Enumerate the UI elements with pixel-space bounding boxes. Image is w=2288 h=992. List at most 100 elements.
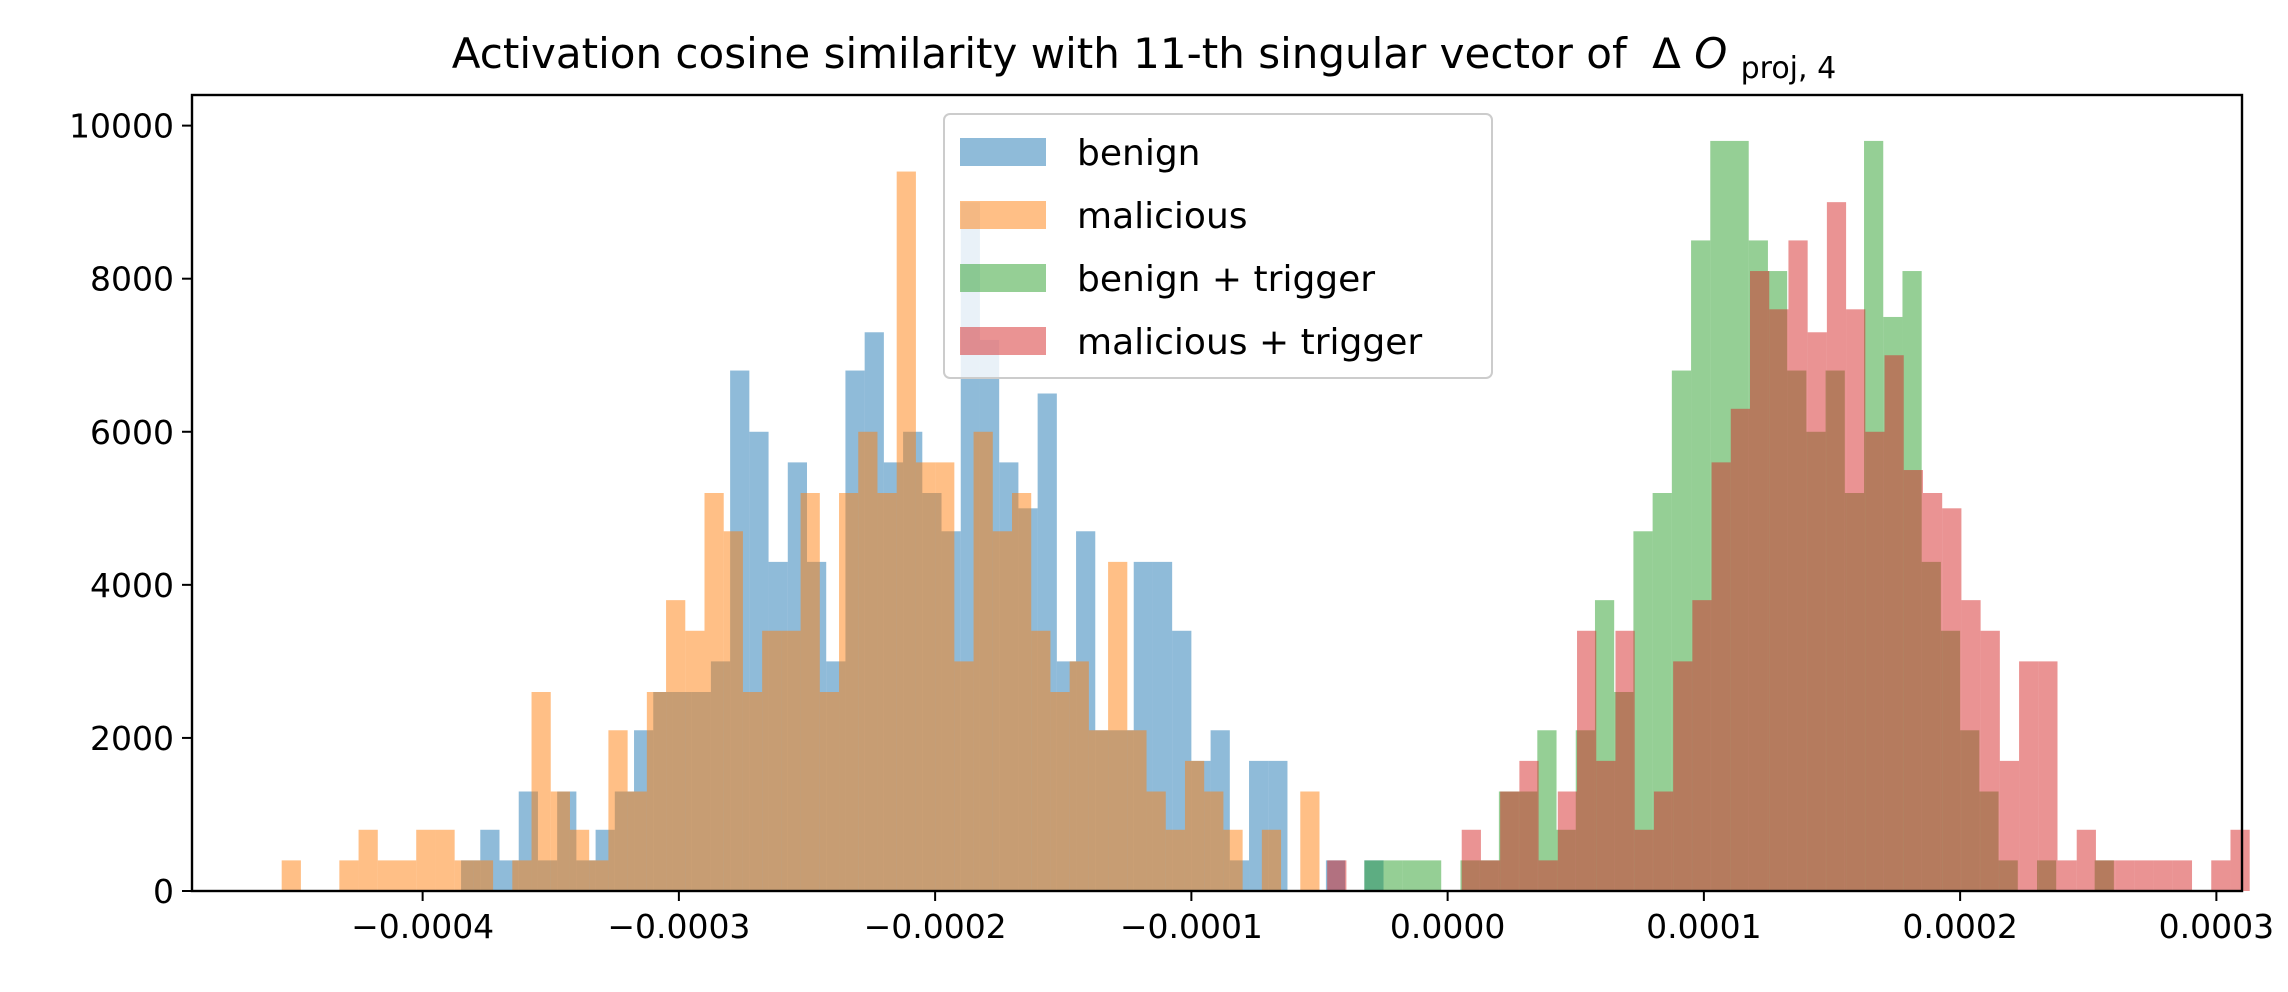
histogram-bar (1596, 760, 1616, 891)
legend: benign malicious benign + trigger malicious… (943, 113, 1493, 379)
histogram-bar (1364, 860, 1384, 891)
histogram-bar (2230, 829, 2250, 891)
histogram-bar (800, 493, 820, 891)
histogram-bar (550, 791, 570, 891)
histogram-bar (1461, 829, 1481, 891)
histogram-bar (281, 860, 301, 891)
x-tick-label: 0.0001 (1646, 907, 1761, 946)
histogram-bar (358, 829, 378, 891)
histogram-bar (1480, 860, 1501, 891)
histogram-bar (1807, 332, 1827, 891)
y-tick-label: 4000 (90, 566, 174, 605)
histogram-bar (531, 692, 551, 891)
histogram-bar (1519, 760, 1539, 891)
histogram-bar (2057, 860, 2077, 891)
histogram-bar (1633, 531, 1653, 891)
histogram-bar (1826, 202, 1847, 892)
x-tick-label: 0.0002 (1902, 907, 2017, 946)
histogram-bar (2115, 860, 2135, 891)
histogram-bar (1383, 860, 1403, 891)
histogram-bar (1127, 730, 1147, 891)
histogram-bar (685, 630, 705, 891)
x-tick-label: −0.0003 (607, 907, 750, 946)
histogram-bar (608, 730, 628, 891)
histogram-bar (1012, 493, 1032, 891)
histogram-bar (1165, 829, 1185, 891)
histogram-bar (819, 692, 840, 891)
histogram-bar (1634, 829, 1654, 891)
histogram-bar (666, 600, 686, 891)
histogram-bar (2172, 860, 2193, 891)
histogram-bar (935, 462, 955, 891)
histogram-bar (1500, 791, 1520, 891)
legend-box (943, 113, 1493, 379)
histogram-bar (781, 630, 801, 891)
histogram-bar (1980, 630, 2000, 891)
histogram-bar (1653, 791, 1674, 891)
y-tick-label: 0 (153, 872, 174, 911)
histogram-bar (2153, 860, 2173, 891)
histogram-bar (1108, 561, 1128, 891)
histogram-bar (723, 531, 743, 891)
histogram-bar (1615, 630, 1635, 891)
histogram-bar (915, 462, 936, 891)
histogram-bar (992, 531, 1012, 891)
title-symbol: O (1694, 29, 1727, 78)
histogram-bar (1327, 860, 1347, 891)
histogram-bar (2134, 860, 2154, 891)
x-tick-label: 0.0000 (1390, 907, 1505, 946)
histogram-bar (1300, 791, 1320, 891)
histogram-bar (1050, 692, 1070, 891)
plot-frame (190, 93, 2244, 893)
histogram-bar (1942, 508, 1962, 891)
legend-label: malicious + trigger (1077, 322, 1422, 363)
legend-swatch (960, 264, 1046, 292)
histogram-bar (2211, 860, 2231, 891)
histogram-bar (2019, 661, 2039, 891)
histogram-bar (742, 692, 763, 891)
histogram-bar (858, 431, 878, 891)
title-subscript: proj, 4 (1741, 51, 1837, 86)
histogram-bar (1088, 730, 1109, 891)
histogram-bar (569, 829, 590, 891)
title-delta: Δ (1652, 29, 1681, 78)
histogram-bar (1538, 860, 1558, 891)
histogram-bar (1961, 600, 1981, 891)
histogram-bar (377, 860, 397, 891)
x-axis-ticks: −0.0004 −0.0003 −0.0002 −0.0001 0.0000 0.0001… (351, 891, 2274, 946)
x-tick-label: −0.0001 (1120, 907, 1263, 946)
histogram-bar (1577, 630, 1597, 891)
legend-swatch (960, 138, 1046, 166)
histogram-bar (473, 860, 494, 891)
histogram-bar (339, 860, 359, 891)
histogram-bar (1999, 760, 2020, 891)
histogram-bar (1146, 791, 1166, 891)
histogram-bar (2076, 829, 2096, 891)
histogram-bar (454, 860, 474, 891)
histogram-bar (1711, 462, 1731, 891)
series-malicious-trigger (1327, 202, 2250, 892)
histogram-bar (1537, 730, 1557, 891)
histogram-bars (281, 140, 2250, 892)
histogram-bar (1788, 240, 1808, 891)
x-tick-label: 0.0003 (2159, 907, 2274, 946)
histogram-bar (1184, 760, 1205, 891)
legend-label: benign (1077, 133, 1201, 174)
histogram-bar (954, 661, 974, 891)
legend-label: malicious (1077, 196, 1248, 237)
histogram-bar (896, 171, 916, 892)
histogram-bar (397, 860, 417, 891)
legend-label: benign + trigger (1077, 259, 1375, 300)
histogram-bar (1865, 431, 1885, 891)
histogram-bar (2038, 661, 2058, 891)
series-malicious (281, 171, 1320, 892)
histogram-bar (839, 493, 859, 891)
chart-title: Activation cosine similarity with 11-th … (452, 29, 1836, 86)
histogram-bar (1422, 860, 1442, 891)
histogram-bar (762, 630, 782, 891)
histogram-bar (1903, 470, 1923, 891)
histogram-bar (646, 692, 667, 891)
svg-text:Activation cosine similarity w: Activation cosine similarity with 11-th … (452, 29, 1836, 86)
histogram-bar (512, 860, 532, 891)
